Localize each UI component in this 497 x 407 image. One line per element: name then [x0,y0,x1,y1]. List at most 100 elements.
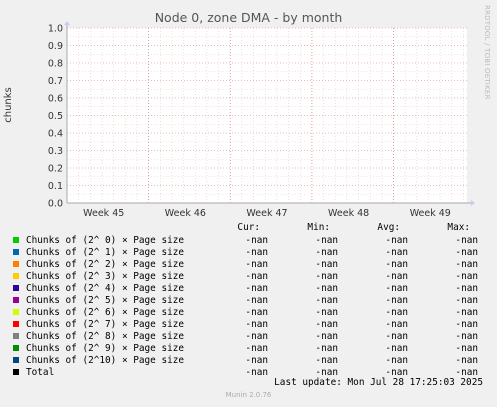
legend-value-max: -nan [455,319,478,330]
legend-row: Chunks of (2^ 1) × Page size -nan -nan -nan… [13,247,483,259]
legend-value-max: -nan [455,343,478,354]
legend-value-max: -nan [455,355,478,366]
legend-value-min: -nan [315,355,338,366]
legend-row: Chunks of (2^ 9) × Page size -nan -nan -nan… [13,343,483,355]
legend-value-avg: -nan [385,319,408,330]
y-tick-label: 0.4 [48,129,63,140]
legend-value-cur: -nan [245,247,268,258]
legend-color-swatch [13,261,19,267]
legend-value-min: -nan [315,343,338,354]
y-tick-label: 0.8 [48,59,63,70]
legend-value-min: -nan [315,283,338,294]
legend-header-avg: Avg: [377,222,400,233]
legend-series-label: Chunks of (2^ 7) × Page size [26,319,185,330]
legend-value-avg: -nan [385,247,408,258]
legend-value-cur: -nan [245,271,268,282]
y-tick-label: 0.0 [48,199,63,210]
legend-value-max: -nan [455,247,478,258]
y-tick-label: 0.3 [48,146,63,157]
x-tick-label: Week 48 [328,208,369,219]
legend-value-avg: -nan [385,295,408,306]
legend-value-max: -nan [455,271,478,282]
legend-header-cur: Cur: [237,222,260,233]
legend-value-cur: -nan [245,259,268,270]
legend-series-label: Chunks of (2^ 2) × Page size [26,259,185,270]
legend-value-cur: -nan [245,295,268,306]
legend-value-max: -nan [455,307,478,318]
y-axis-arrow [64,21,70,25]
munin-version-text: Munin 2.0.76 [225,391,272,399]
y-tick-label: 0.6 [48,94,63,105]
legend-series-label: Chunks of (2^ 8) × Page size [26,331,185,342]
legend-color-swatch [13,333,19,339]
y-tick-label: 1.0 [48,24,63,35]
last-update-text: Last update: Mon Jul 28 17:25:03 2025 [274,377,483,388]
legend-series-label: Chunks of (2^ 6) × Page size [26,307,185,318]
legend-series-label: Chunks of (2^ 1) × Page size [26,247,185,258]
legend-row: Chunks of (2^ 2) × Page size -nan -nan -nan… [13,259,483,271]
legend-color-swatch [13,273,19,279]
legend-series-label: Chunks of (2^ 5) × Page size [26,295,185,306]
chart-plot: 0.0 0.1 0.2 0.3 0.4 0.5 0.6 0.7 0.8 0.9 1.0 Week 45… [48,21,475,219]
legend-color-swatch [13,297,19,303]
legend-row: Chunks of (2^ 3) × Page size -nan -nan -nan… [13,271,483,283]
y-tick-label: 0.1 [48,181,63,192]
legend-value-avg: -nan [385,331,408,342]
y-tick-label: 0.2 [48,164,63,175]
legend-color-swatch [13,309,19,315]
legend-value-cur: -nan [245,235,268,246]
legend-value-max: -nan [455,235,478,246]
rrdtool-watermark: RRDTOOL / TOBI OETIKER [483,5,491,100]
legend-value-max: -nan [455,259,478,270]
legend-row: Chunks of (2^10) × Page size -nan -nan -nan… [13,355,483,367]
legend-series-label: Chunks of (2^ 3) × Page size [26,271,185,282]
legend-value-min: -nan [315,319,338,330]
x-tick-label: Week 49 [410,208,451,219]
legend-value-min: -nan [315,259,338,270]
legend-value-max: -nan [455,283,478,294]
legend-value-min: -nan [315,367,338,378]
legend-row: Chunks of (2^ 0) × Page size -nan -nan -nan… [13,235,483,247]
legend-value-avg: -nan [385,259,408,270]
y-tick-label: 0.9 [48,41,63,52]
legend-row: Chunks of (2^ 6) × Page size -nan -nan -nan… [13,307,483,319]
x-tick-label: Week 45 [83,208,124,219]
legend-header-max: Max: [447,222,470,233]
legend-value-cur: -nan [245,355,268,366]
legend-series-label: Chunks of (2^ 4) × Page size [26,283,185,294]
legend-header-min: Min: [307,222,330,233]
legend-value-cur: -nan [245,331,268,342]
legend-color-swatch [13,249,19,255]
legend-value-avg: -nan [385,343,408,354]
legend-row: Chunks of (2^ 5) × Page size -nan -nan -nan… [13,295,483,307]
y-tick-label: 0.5 [48,111,63,122]
legend-value-min: -nan [315,295,338,306]
legend-color-swatch [13,369,19,375]
legend-row: Total -nan -nan -nan -nan [13,367,483,379]
x-tick-label: Week 47 [246,208,287,219]
legend-value-avg: -nan [385,283,408,294]
legend-value-cur: -nan [245,319,268,330]
legend-value-avg: -nan [385,307,408,318]
legend-color-swatch [13,357,19,363]
legend-value-avg: -nan [385,235,408,246]
x-tick-label: Week 46 [165,208,206,219]
legend-value-cur: -nan [245,367,268,378]
legend-color-swatch [13,285,19,291]
legend-series-label: Chunks of (2^ 0) × Page size [26,235,185,246]
legend-value-min: -nan [315,331,338,342]
legend-series-label: Chunks of (2^ 9) × Page size [26,343,185,354]
legend-value-avg: -nan [385,367,408,378]
legend-value-max: -nan [455,295,478,306]
legend-value-min: -nan [315,235,338,246]
legend-color-swatch [13,237,19,243]
legend-value-cur: -nan [245,307,268,318]
legend-value-avg: -nan [385,271,408,282]
legend-value-max: -nan [455,367,478,378]
legend-value-min: -nan [315,271,338,282]
x-axis-arrow [471,200,475,206]
legend-color-swatch [13,321,19,327]
legend-series-label: Total [26,367,55,378]
chart-title: Node 0, zone DMA - by month [154,10,343,25]
y-tick-label: 0.7 [48,76,63,87]
